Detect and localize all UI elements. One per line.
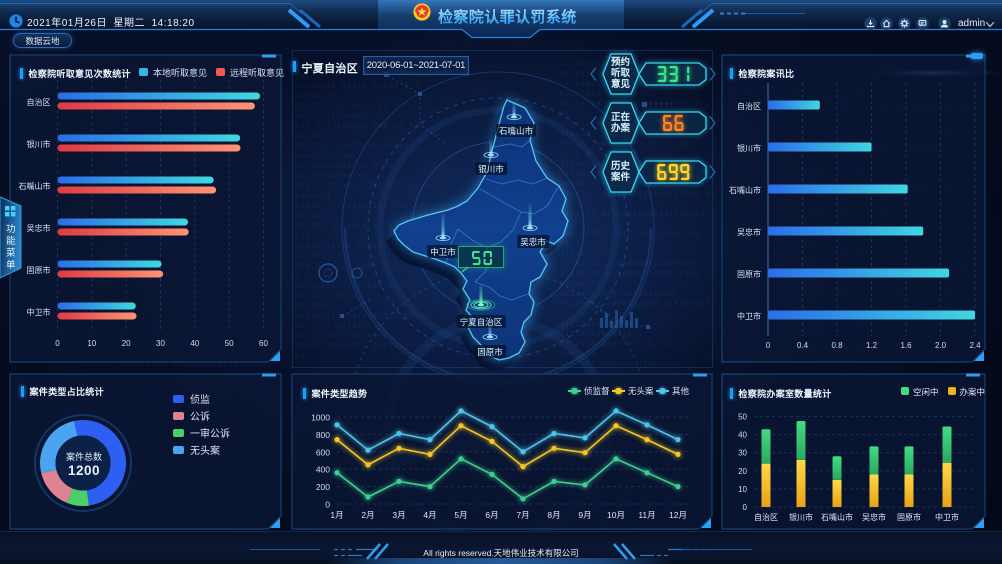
svg-text:吴忠市: 吴忠市 — [737, 227, 761, 237]
svg-text:10: 10 — [87, 339, 96, 348]
svg-text:0: 0 — [766, 341, 771, 350]
svg-text:600: 600 — [316, 447, 330, 457]
svg-text:石嘴山市: 石嘴山市 — [821, 512, 853, 522]
svg-text:6月: 6月 — [485, 510, 498, 520]
svg-text:银川市: 银川市 — [27, 139, 51, 149]
svg-text:2月: 2月 — [361, 510, 374, 520]
svg-text:1.6: 1.6 — [900, 341, 912, 350]
svg-text:固原市: 固原市 — [897, 512, 921, 522]
svg-text:2.0: 2.0 — [935, 341, 947, 350]
svg-text:1.2: 1.2 — [866, 341, 878, 350]
svg-text:8月: 8月 — [547, 510, 560, 520]
svg-text:吴忠市: 吴忠市 — [27, 223, 51, 233]
svg-text:40: 40 — [738, 431, 747, 440]
svg-text:0.4: 0.4 — [797, 341, 809, 350]
svg-text:中卫市: 中卫市 — [737, 311, 761, 321]
svg-text:1000: 1000 — [311, 413, 330, 423]
svg-text:银川市: 银川市 — [789, 512, 813, 522]
svg-text:自治区: 自治区 — [27, 97, 51, 107]
svg-text:10: 10 — [738, 485, 747, 494]
svg-text:11月: 11月 — [638, 510, 655, 520]
svg-text:5月: 5月 — [454, 510, 467, 520]
svg-text:50: 50 — [225, 339, 234, 348]
svg-text:石嘴山市: 石嘴山市 — [19, 181, 51, 191]
svg-text:吴忠市: 吴忠市 — [862, 512, 886, 522]
svg-text:20: 20 — [122, 339, 131, 348]
svg-text:12月: 12月 — [669, 510, 687, 520]
svg-text:石嘴山市: 石嘴山市 — [729, 185, 761, 195]
svg-text:自治区: 自治区 — [737, 101, 761, 111]
svg-text:固原市: 固原市 — [737, 269, 761, 279]
svg-text:50: 50 — [738, 413, 747, 422]
svg-text:1月: 1月 — [330, 510, 343, 520]
svg-text:800: 800 — [316, 430, 330, 440]
svg-text:30: 30 — [738, 449, 747, 458]
svg-text:60: 60 — [259, 339, 268, 348]
svg-text:20: 20 — [738, 467, 747, 476]
svg-text:固原市: 固原市 — [27, 265, 51, 275]
svg-text:银川市: 银川市 — [737, 143, 761, 153]
svg-text:10月: 10月 — [607, 510, 625, 520]
svg-text:中卫市: 中卫市 — [935, 512, 959, 522]
svg-text:0: 0 — [55, 339, 60, 348]
svg-text:0: 0 — [743, 503, 748, 512]
svg-text:30: 30 — [156, 339, 165, 348]
svg-text:40: 40 — [190, 339, 199, 348]
svg-text:3月: 3月 — [392, 510, 405, 520]
svg-text:200: 200 — [316, 482, 330, 492]
svg-text:中卫市: 中卫市 — [27, 307, 51, 317]
svg-text:2.4: 2.4 — [969, 341, 981, 350]
svg-text:9月: 9月 — [578, 510, 591, 520]
svg-text:400: 400 — [316, 465, 330, 475]
svg-text:0.8: 0.8 — [831, 341, 843, 350]
svg-text:自治区: 自治区 — [754, 512, 778, 522]
svg-text:0: 0 — [325, 500, 330, 510]
svg-text:7月: 7月 — [516, 510, 529, 520]
svg-text:4月: 4月 — [423, 510, 436, 520]
